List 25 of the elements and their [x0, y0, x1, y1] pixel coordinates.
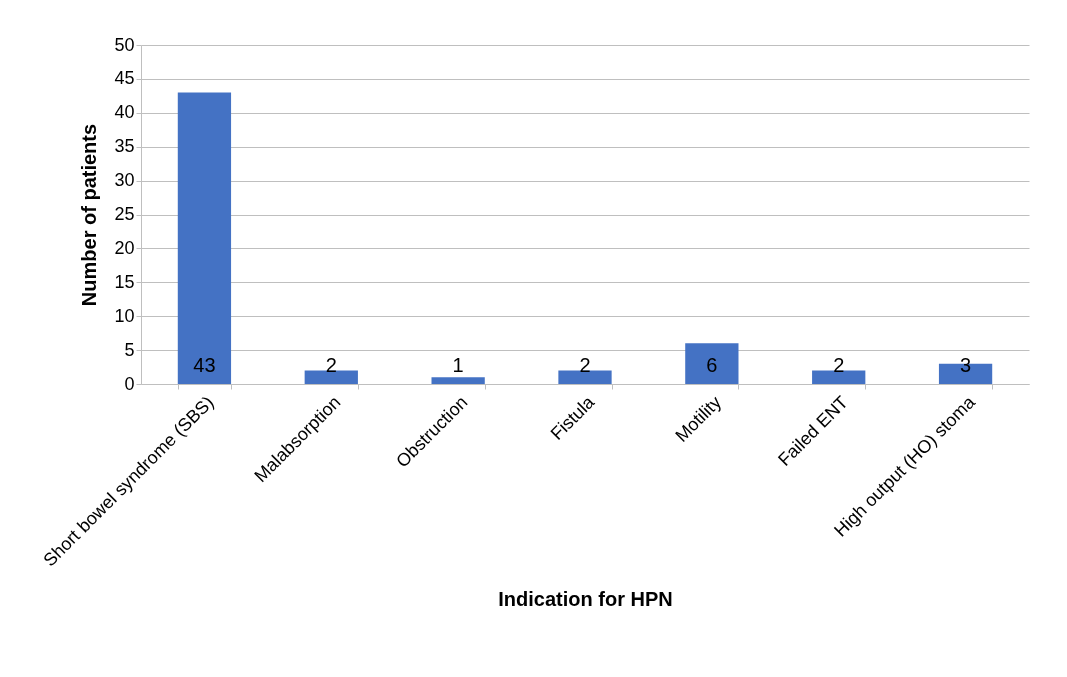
y-tick-label: 15	[114, 271, 135, 292]
bar	[685, 343, 739, 384]
data-label: 2	[579, 354, 591, 376]
y-tick-label: 50	[114, 34, 135, 55]
y-tick-label: 25	[114, 204, 135, 224]
data-label: 2	[325, 354, 337, 376]
y-tick-label: 10	[114, 305, 135, 326]
data-label: 6	[706, 354, 718, 376]
data-label: 1	[452, 354, 464, 376]
y-tick-label: 45	[114, 68, 135, 89]
bar	[177, 92, 232, 384]
data-label: 2	[833, 354, 845, 376]
bar	[304, 370, 358, 384]
bar	[812, 370, 866, 384]
bar	[431, 377, 485, 384]
y-tick-label: 30	[114, 170, 135, 191]
y-tick-label: 20	[114, 237, 135, 258]
x-axis-title: Indication for HPN	[498, 588, 673, 611]
bar	[558, 370, 612, 384]
y-tick-label: 5	[124, 339, 135, 360]
y-tick-label: 40	[114, 102, 135, 123]
y-axis-title: Number of patients	[78, 123, 101, 307]
y-tick-label: 0	[124, 373, 135, 394]
data-label: 43	[193, 354, 216, 376]
y-tick-label: 35	[114, 136, 135, 157]
